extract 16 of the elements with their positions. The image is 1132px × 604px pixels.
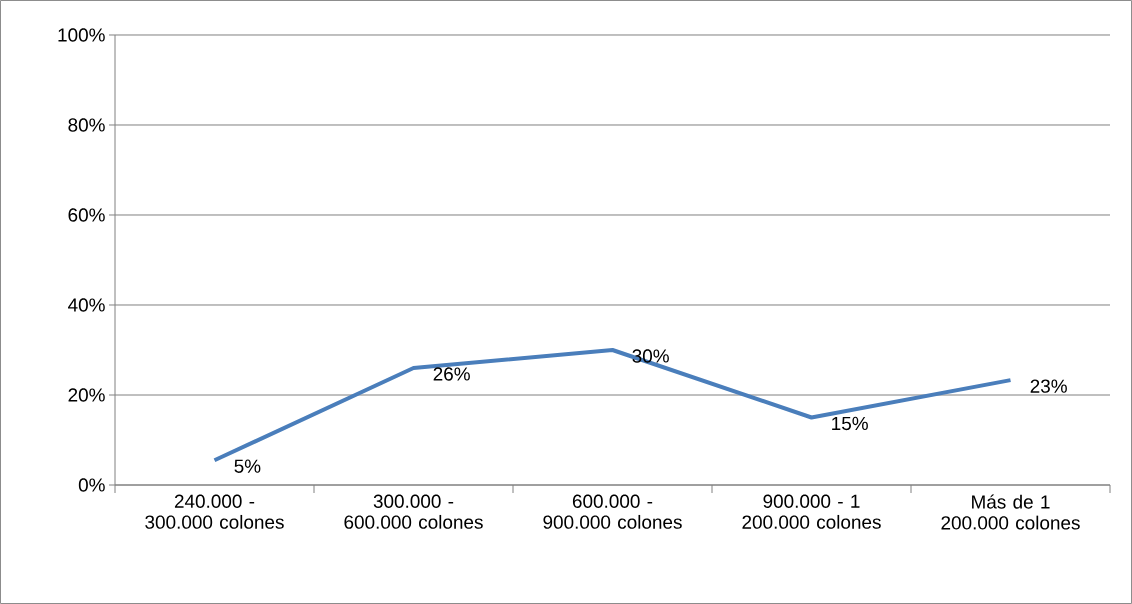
y-tick-label: 40%	[68, 298, 105, 312]
y-tick-label: 60%	[68, 208, 105, 222]
y-tick-label: 20%	[68, 388, 105, 402]
x-tick-label: 900.000 - 1 200.000 colones	[742, 494, 881, 529]
data-label: 23%	[1030, 379, 1067, 393]
y-tick-label: 80%	[68, 118, 105, 132]
data-label: 26%	[433, 367, 470, 381]
y-tick-label: 0%	[78, 478, 105, 492]
y-tick-label: 100%	[58, 28, 105, 42]
data-label: 30%	[632, 349, 669, 363]
x-tick-label: 300.000 - 600.000 colones	[344, 494, 483, 529]
data-label: 15%	[832, 416, 868, 431]
x-tick-label: 240.000 - 300.000 colones	[145, 494, 284, 529]
x-tick-label: 600.000 - 900.000 colones	[543, 494, 682, 529]
x-tick-label: Más de 1 200.000 colones	[941, 494, 1080, 530]
data-label: 5%	[234, 459, 261, 473]
